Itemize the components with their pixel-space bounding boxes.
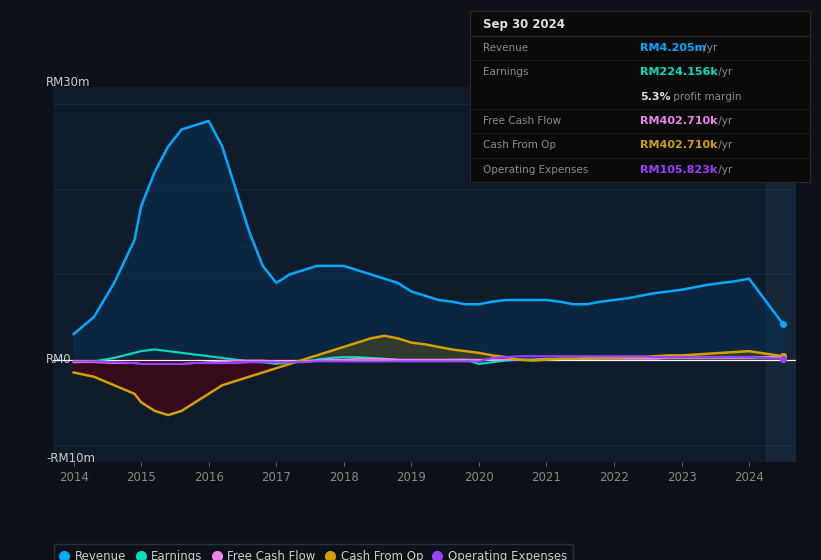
Text: Operating Expenses: Operating Expenses bbox=[484, 165, 589, 175]
Text: RM402.710k: RM402.710k bbox=[640, 141, 718, 151]
Text: -RM10m: -RM10m bbox=[46, 452, 95, 465]
Bar bbox=[766, 87, 796, 462]
Text: Earnings: Earnings bbox=[484, 67, 529, 77]
Text: RM402.710k: RM402.710k bbox=[640, 116, 718, 126]
Text: RM30m: RM30m bbox=[46, 76, 90, 89]
Legend: Revenue, Earnings, Free Cash Flow, Cash From Op, Operating Expenses: Revenue, Earnings, Free Cash Flow, Cash … bbox=[54, 544, 573, 560]
Text: RM105.823k: RM105.823k bbox=[640, 165, 718, 175]
Text: Cash From Op: Cash From Op bbox=[484, 141, 557, 151]
Text: Free Cash Flow: Free Cash Flow bbox=[484, 116, 562, 126]
Text: 5.3%: 5.3% bbox=[640, 92, 671, 101]
Text: RM4.205m: RM4.205m bbox=[640, 43, 706, 53]
Text: /yr: /yr bbox=[700, 43, 718, 53]
Text: /yr: /yr bbox=[715, 116, 732, 126]
Text: /yr: /yr bbox=[715, 165, 732, 175]
Text: /yr: /yr bbox=[715, 141, 732, 151]
Text: RM224.156k: RM224.156k bbox=[640, 67, 718, 77]
Text: profit margin: profit margin bbox=[670, 92, 741, 101]
Text: RM0: RM0 bbox=[46, 353, 71, 366]
Text: Sep 30 2024: Sep 30 2024 bbox=[484, 18, 565, 31]
Text: /yr: /yr bbox=[715, 67, 732, 77]
Text: Revenue: Revenue bbox=[484, 43, 529, 53]
